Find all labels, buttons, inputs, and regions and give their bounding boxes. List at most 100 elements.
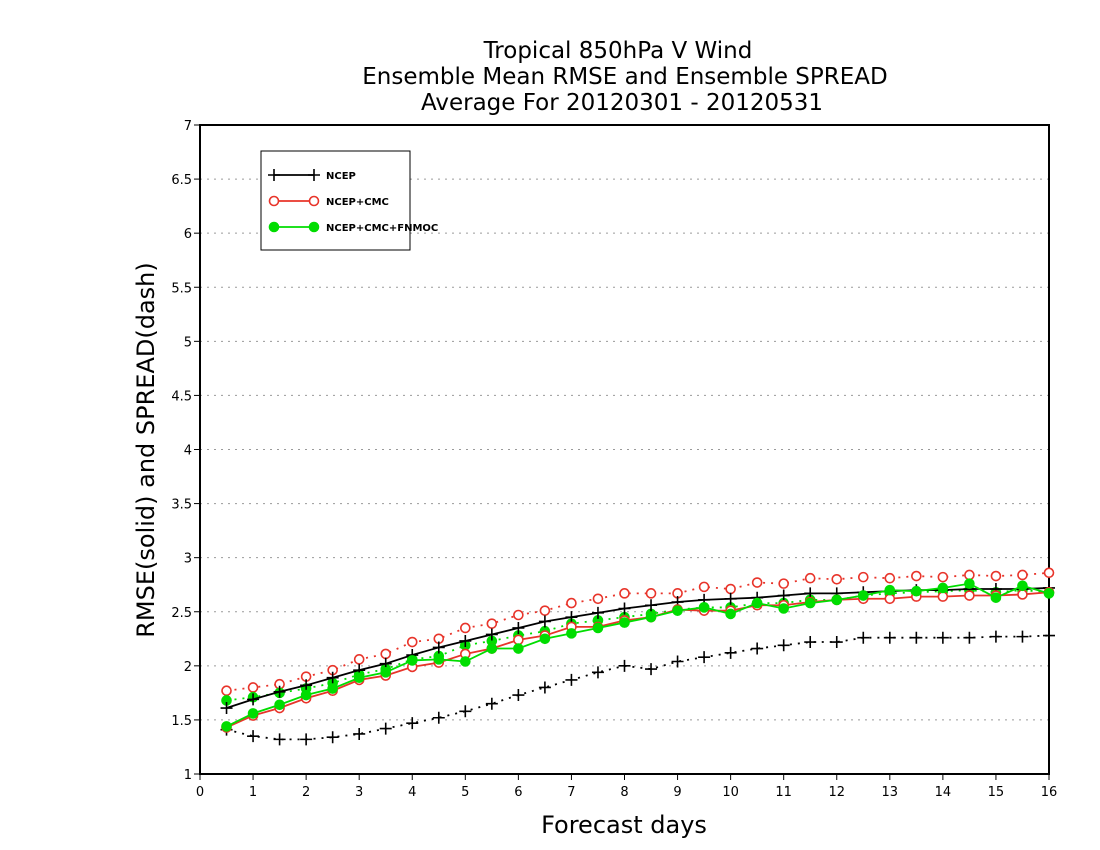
data-point-plus (565, 611, 578, 624)
data-point-plus (300, 679, 313, 692)
data-point-open-circle (406, 636, 418, 648)
data-point-filled-circle (698, 602, 710, 613)
x-axis-title: Forecast days (541, 811, 707, 839)
data-point-filled-circle (1043, 588, 1055, 599)
data-point-open-circle (268, 195, 280, 207)
data-point-plus (273, 733, 286, 746)
data-point-plus (989, 630, 1002, 643)
x-tick-label: 11 (775, 785, 792, 800)
data-point-open-circle (1017, 569, 1028, 581)
x-tick-label: 9 (673, 785, 681, 800)
series-rmse-ncep-cmc-fnmoc (221, 578, 1055, 732)
data-point-filled-circle (645, 611, 657, 623)
legend-entries: NCEP NCEP+CMC NCEP+CMC+FNMOC (268, 169, 438, 234)
rmse-line (226, 591, 1050, 729)
data-point-filled-circle (911, 585, 922, 597)
chart-title: Tropical 850hPa V Wind Ensemble Mean RMS… (362, 38, 887, 116)
x-tick-label: 12 (828, 785, 845, 800)
y-tick-label: 6.5 (171, 173, 192, 188)
y-tick-label: 4 (184, 444, 192, 459)
data-point-filled-circle (486, 643, 498, 654)
data-point-open-circle (964, 569, 975, 581)
data-point-plus (645, 599, 658, 612)
y-tick-label: 1 (184, 768, 192, 783)
data-point-open-circle (698, 581, 710, 593)
data-point-filled-circle (433, 654, 445, 665)
data-point-plus (538, 615, 551, 628)
data-point-open-circle (566, 597, 577, 609)
spread-line (226, 571, 1050, 692)
data-point-plus (247, 693, 260, 706)
data-point-open-circle (513, 609, 524, 621)
y-tick-label: 1.5 (171, 714, 192, 729)
data-point-filled-circle (751, 597, 763, 609)
data-point-filled-circle (406, 655, 418, 666)
x-tick-label: 5 (461, 785, 469, 800)
data-point-open-circle (486, 618, 498, 629)
title-line-1: Tropical 850hPa V Wind (483, 38, 753, 64)
data-point-filled-circle (268, 221, 280, 233)
data-point-filled-circle (300, 689, 312, 701)
x-tick-label: 8 (620, 785, 628, 800)
data-point-open-circle (831, 573, 843, 585)
rmse-line (226, 587, 1050, 709)
grid-lines (200, 178, 1049, 721)
data-point-open-circle (884, 593, 896, 605)
data-point-open-circle (592, 593, 604, 605)
data-point-plus (963, 631, 976, 644)
data-point-open-circle (990, 570, 1002, 582)
data-point-plus (326, 731, 339, 744)
data-point-plus (645, 663, 658, 676)
data-point-open-circle (937, 571, 949, 583)
data-point-plus (485, 697, 498, 710)
data-point-filled-circle (513, 643, 524, 654)
data-point-filled-circle (831, 594, 843, 606)
data-point-filled-circle (725, 608, 736, 620)
data-point-filled-circle (964, 578, 975, 589)
data-point-open-circle (1043, 567, 1055, 579)
x-tick-label: 6 (514, 785, 522, 800)
data-point-plus (751, 642, 764, 655)
axis-ticks (194, 124, 1050, 780)
data-point-open-circle (308, 195, 320, 207)
x-tick-label: 4 (408, 785, 416, 800)
data-point-filled-circle (380, 667, 392, 678)
data-point-open-circle (857, 571, 869, 583)
legend-entry: NCEP+CMC (268, 195, 389, 208)
y-tick-label: 5 (184, 335, 192, 350)
data-point-plus (268, 169, 280, 181)
data-point-plus (220, 702, 233, 715)
y-axis-title: RMSE(solid) and SPREAD(dash) (132, 262, 160, 638)
data-point-plus (273, 685, 286, 698)
data-point-plus (857, 631, 870, 644)
title-line-2: Ensemble Mean RMSE and Ensemble SPREAD (362, 64, 887, 90)
series-spread-ncep-cmc-fnmoc (221, 584, 1055, 706)
data-point-open-circle (247, 682, 259, 693)
data-point-filled-circle (592, 622, 604, 634)
data-point-open-circle (937, 591, 949, 602)
axis-tick-labels: 11.522.533.544.555.566.570 1 2 3 4 5 6 7 8 9 10 11 1… (171, 119, 1057, 800)
data-point-filled-circle (990, 592, 1002, 603)
x-tick-label: 3 (355, 785, 363, 800)
data-point-open-circle (460, 622, 471, 634)
data-point-plus (485, 628, 498, 641)
y-tick-label: 2.5 (171, 606, 192, 621)
x-tick-label: 7 (567, 785, 575, 800)
data-point-open-circle (221, 685, 232, 697)
data-point-open-circle (353, 654, 365, 665)
rmse-line (226, 582, 1050, 728)
data-point-filled-circle (274, 699, 285, 711)
data-point-plus (724, 592, 737, 605)
series-layer (220, 567, 1055, 746)
data-point-open-circle (1017, 589, 1028, 600)
data-point-filled-circle (539, 633, 551, 645)
data-point-open-circle (964, 590, 975, 601)
data-point-filled-circle (778, 603, 789, 614)
legend-label: NCEP+CMC (326, 197, 389, 208)
data-point-filled-circle (619, 617, 630, 628)
data-point-plus (671, 655, 684, 668)
series-rmse-ncep-cmc (221, 586, 1055, 733)
y-tick-label: 3 (184, 552, 192, 567)
x-tick-label: 14 (935, 785, 952, 800)
